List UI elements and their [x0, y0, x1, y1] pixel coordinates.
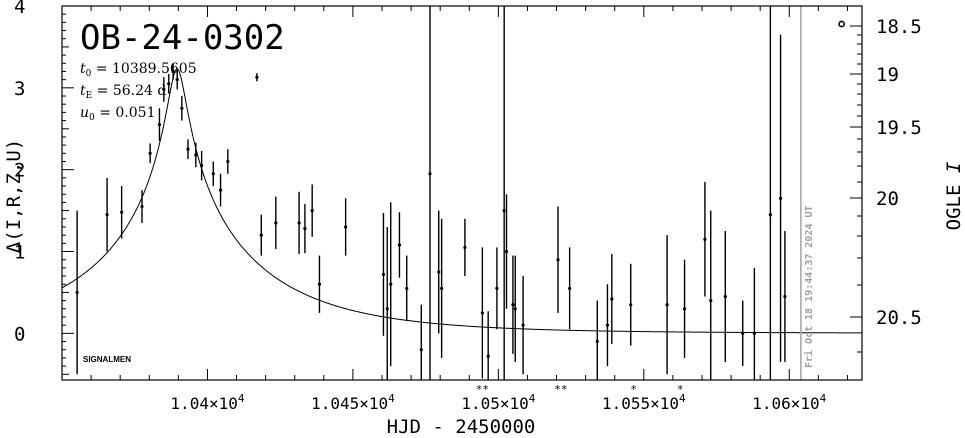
- credit-label: SIGNALMEN: [83, 355, 131, 364]
- data-point: [682, 307, 687, 311]
- y-tick-label-left: 2: [14, 160, 25, 182]
- y-tick-label-left: 3: [14, 78, 25, 100]
- data-point: [502, 208, 506, 213]
- annotations: OB-24-0302 SIGNALMEN HJD - 2450000 Δ(I,R…: [3, 18, 965, 438]
- param-line: u0 = 0.051: [80, 105, 155, 123]
- data-point: [310, 208, 314, 213]
- data-point: [463, 245, 467, 250]
- data-point: [665, 303, 669, 307]
- data-point: [783, 294, 787, 299]
- open-data-point: [838, 20, 846, 28]
- data-point: [741, 331, 745, 335]
- data-point: [157, 123, 162, 127]
- data-point: [511, 303, 515, 307]
- x-tick-label: 1.055×104: [602, 392, 686, 413]
- y-axis-title-left: Δ(I,R,Z,U): [3, 139, 25, 253]
- data-point: [344, 225, 348, 229]
- data-point: [610, 297, 614, 301]
- data-point: [162, 87, 166, 92]
- data-point: [595, 339, 599, 344]
- data-point: [180, 106, 184, 110]
- y-tick-label-right: 20.5: [876, 307, 922, 329]
- data-point: [605, 323, 610, 327]
- data-point: [255, 75, 259, 79]
- y-tick-label-right: 20: [876, 188, 899, 210]
- data-point: [440, 286, 444, 290]
- star-marker: **: [554, 383, 567, 396]
- star-marker: *: [630, 383, 637, 396]
- data-point: [303, 226, 307, 231]
- data-point: [778, 196, 783, 200]
- data-points: [75, 6, 846, 380]
- data-point: [703, 237, 707, 241]
- data-point: [752, 331, 756, 335]
- current-time-marker: Fri Oct 18 19:44:37 2024 UT: [800, 6, 815, 380]
- data-point: [495, 286, 499, 290]
- data-point: [513, 307, 517, 311]
- data-point: [140, 204, 144, 209]
- data-point: [211, 172, 215, 176]
- data-point: [397, 243, 402, 247]
- data-point: [194, 153, 198, 157]
- data-point: [259, 233, 263, 237]
- data-point: [428, 172, 432, 176]
- data-point: [317, 282, 322, 286]
- data-point: [148, 151, 152, 155]
- chart-title: OB-24-0302: [80, 18, 285, 58]
- star-marker: **: [476, 383, 489, 396]
- data-point: [629, 303, 633, 307]
- param-line: t0 = 10389.5605: [80, 61, 197, 79]
- data-point: [75, 290, 79, 295]
- data-point: [381, 272, 386, 277]
- y-tick-label-right: 19.5: [876, 117, 922, 139]
- data-point: [521, 323, 525, 327]
- data-point: [419, 348, 423, 352]
- y-tick-label-left: 4: [14, 0, 25, 18]
- data-point: [226, 159, 230, 164]
- y-tick-label-right: 18.5: [876, 16, 922, 38]
- data-point: [486, 354, 490, 358]
- data-point: [709, 299, 713, 303]
- data-point: [385, 307, 389, 311]
- plot-frame: [61, 5, 863, 381]
- x-tick-label: 1.05×104: [461, 392, 535, 413]
- data-point: [105, 213, 109, 217]
- data-point: [405, 286, 409, 290]
- param-line: tE = 56.24 d: [80, 83, 166, 101]
- data-point: [568, 286, 572, 290]
- data-point: [171, 69, 175, 74]
- axes: 1.04×104 1.045×104 1.05×104 1.055×104 1.06×1…: [14, 0, 922, 413]
- data-point: [297, 221, 301, 225]
- data-point: [480, 311, 484, 315]
- y-axis-title-right: OGLE I: [943, 162, 965, 231]
- y-tick-label-left: 1: [14, 242, 25, 264]
- current-time-label: Fri Oct 18 19:44:37 2024 UT: [803, 205, 815, 368]
- data-point: [200, 163, 204, 168]
- y-tick-label-left: 0: [14, 323, 25, 345]
- star-marker: *: [677, 383, 684, 396]
- data-point: [120, 210, 124, 214]
- y-tick-label-right: 19: [876, 64, 899, 86]
- data-point: [723, 294, 727, 299]
- x-tick-label: 1.06×104: [752, 392, 826, 413]
- data-point: [556, 258, 560, 262]
- x-tick-label: 1.04×104: [170, 392, 244, 413]
- data-point: [218, 188, 223, 192]
- x-axis-title: HJD - 2450000: [387, 416, 536, 438]
- data-point: [186, 147, 190, 151]
- data-point: [768, 213, 772, 217]
- data-point: [437, 270, 441, 274]
- data-point: [167, 82, 171, 86]
- data-point: [504, 249, 509, 254]
- data-point: [175, 78, 179, 82]
- data-point: [274, 221, 278, 225]
- data-point: [389, 282, 393, 286]
- x-tick-label: 1.045×104: [311, 392, 395, 413]
